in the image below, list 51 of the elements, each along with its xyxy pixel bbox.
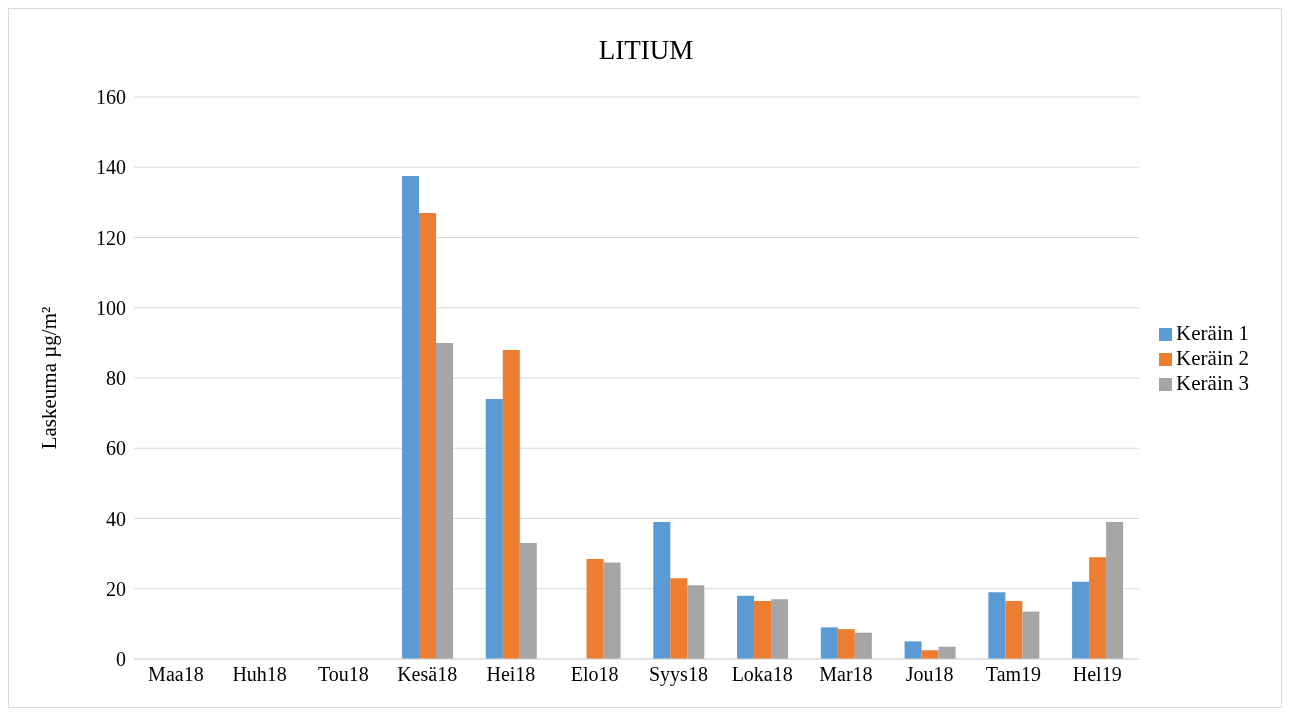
bar [837,629,855,659]
legend-label: Keräin 1 [1176,320,1249,345]
bar [519,543,537,659]
y-tick-label: 0 [116,648,126,671]
bar [1106,522,1124,659]
bar [586,558,604,659]
y-tick-label: 60 [106,437,126,460]
bar [988,592,1006,659]
x-tick-label: Hel19 [1072,663,1122,686]
x-tick-label: Mar18 [819,663,873,686]
bar [603,562,621,659]
x-tick-label: Hei18 [486,663,536,686]
y-axis-title: Laskeuma µg/m² [37,306,62,450]
chart-title: LITIUM [597,35,695,66]
bar [737,595,755,659]
x-tick-label: Huh18 [232,663,287,686]
bar [419,212,437,659]
x-tick-label: Maa18 [148,663,204,686]
x-tick-label: Elo18 [570,663,619,686]
x-tick-label: Jou18 [905,663,954,686]
x-tick-label: Tam19 [985,663,1042,686]
legend-label: Keräin 2 [1176,345,1249,370]
bar [402,176,420,659]
y-tick-label: 120 [96,226,126,249]
bar [921,650,939,659]
x-tick-label: Loka18 [731,663,793,686]
bar [1005,601,1023,659]
bar [754,601,772,659]
bar [1022,611,1040,659]
bar [653,522,671,659]
y-tick-label: 80 [106,367,126,390]
y-tick-label: 160 [96,86,126,109]
bar [670,578,688,659]
x-tick-label: Tou18 [317,663,369,686]
bar [1072,581,1090,659]
bar [687,585,705,659]
y-tick-label: 40 [106,507,126,530]
bar [820,627,838,659]
y-tick-label: 100 [96,296,126,319]
x-tick-label: Kesä18 [397,663,458,686]
bar [485,399,503,659]
y-tick-label: 20 [106,577,126,600]
bar [771,599,789,659]
bar [436,342,454,659]
legend-label: Keräin 3 [1176,370,1249,395]
y-tick-label: 140 [96,156,126,179]
bar [1089,557,1107,659]
bar [854,632,872,659]
x-tick-label: Syys18 [648,663,708,687]
bar [904,641,922,659]
bar [502,349,520,659]
